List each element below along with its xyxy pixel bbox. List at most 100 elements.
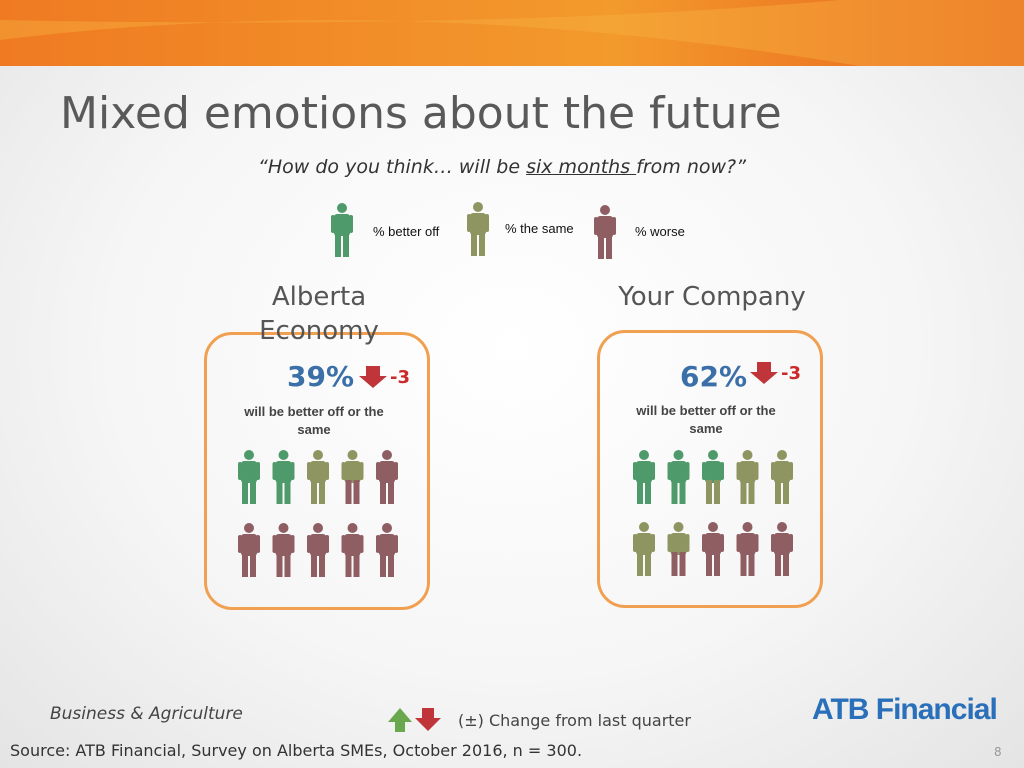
person-part — [637, 480, 643, 504]
person-part — [388, 480, 394, 504]
person-icon — [331, 203, 353, 257]
person-part — [473, 202, 483, 212]
person-icon — [667, 450, 690, 504]
person-part — [337, 203, 347, 213]
person-icon — [736, 450, 759, 504]
person-part — [736, 462, 741, 480]
person-icon — [272, 523, 295, 577]
person-part — [714, 552, 720, 576]
person-part — [241, 534, 257, 556]
person-part — [739, 533, 756, 555]
person-part — [278, 523, 289, 533]
person-part — [600, 205, 610, 215]
person-part — [636, 461, 652, 483]
down-arrow — [359, 366, 387, 388]
person-part — [345, 480, 352, 504]
person-icon — [307, 450, 329, 504]
person-part — [777, 450, 787, 460]
person-part — [347, 450, 358, 460]
person-part — [376, 462, 380, 480]
person-icon — [771, 450, 793, 504]
person-part — [325, 462, 329, 480]
person-part — [380, 553, 386, 577]
person-icon — [238, 523, 260, 577]
person-part — [307, 462, 311, 480]
person-part — [633, 462, 637, 480]
person-icon — [594, 205, 616, 259]
person-part — [720, 462, 724, 480]
person-part — [774, 533, 790, 555]
person-part — [598, 235, 604, 259]
person-part — [740, 552, 747, 576]
panel-title: Alberta Economy — [259, 282, 379, 346]
person-part — [276, 480, 283, 504]
up-arrow — [388, 708, 412, 732]
person-part — [612, 217, 616, 235]
source: Source: ATB Financial, Survey on Alberta… — [10, 741, 583, 760]
person-part — [388, 553, 394, 577]
person-part — [272, 462, 277, 480]
person-part — [636, 533, 652, 555]
person-part — [708, 450, 718, 460]
person-icon — [238, 450, 260, 504]
person-part — [714, 480, 720, 504]
person-part — [276, 553, 283, 577]
person-part — [467, 214, 471, 232]
person-part — [311, 480, 317, 504]
logo: ATB Financial — [812, 693, 998, 726]
person-part — [470, 213, 486, 235]
person-part — [597, 216, 613, 238]
person-part — [679, 480, 686, 504]
banner — [0, 0, 1024, 66]
person-icon — [633, 522, 655, 576]
person-part — [471, 232, 477, 256]
person-part — [671, 552, 678, 576]
person-part — [272, 535, 277, 553]
person-part — [706, 480, 712, 504]
person-part — [244, 450, 254, 460]
person-part — [319, 553, 325, 577]
person-part — [754, 534, 759, 552]
person-part — [702, 462, 706, 480]
person-icon — [702, 522, 724, 576]
person-part — [667, 534, 672, 552]
title: Mixed emotions about the future — [60, 88, 782, 139]
page-number: 8 — [994, 745, 1002, 759]
person-icon — [341, 523, 364, 577]
person-part — [736, 534, 741, 552]
person-part — [256, 462, 260, 480]
person-part — [359, 462, 364, 480]
person-part — [349, 215, 353, 233]
person-part — [382, 523, 392, 533]
person-part — [720, 534, 724, 552]
person-part — [382, 450, 392, 460]
person-part — [341, 535, 346, 553]
person-part — [594, 217, 598, 235]
person-icon — [272, 450, 295, 504]
person-part — [771, 534, 775, 552]
person-part — [783, 552, 789, 576]
person-part — [708, 522, 718, 532]
person-part — [250, 553, 256, 577]
person-icon — [633, 450, 655, 504]
person-part — [775, 480, 781, 504]
person-part — [379, 461, 395, 483]
person-part — [777, 522, 787, 532]
legend-label: % better off — [373, 224, 440, 239]
person-part — [244, 523, 254, 533]
person-part — [290, 462, 295, 480]
person-part — [275, 461, 292, 483]
person-part — [671, 480, 678, 504]
person-part — [238, 535, 242, 553]
person-part — [645, 552, 651, 576]
person-part — [775, 552, 781, 576]
subtitle-underlined: six months — [526, 156, 637, 178]
person-part — [633, 534, 637, 552]
person-part — [789, 534, 793, 552]
person-part — [311, 553, 317, 577]
panel-box — [204, 332, 430, 610]
change: -3 — [390, 367, 410, 388]
person-part — [651, 462, 655, 480]
